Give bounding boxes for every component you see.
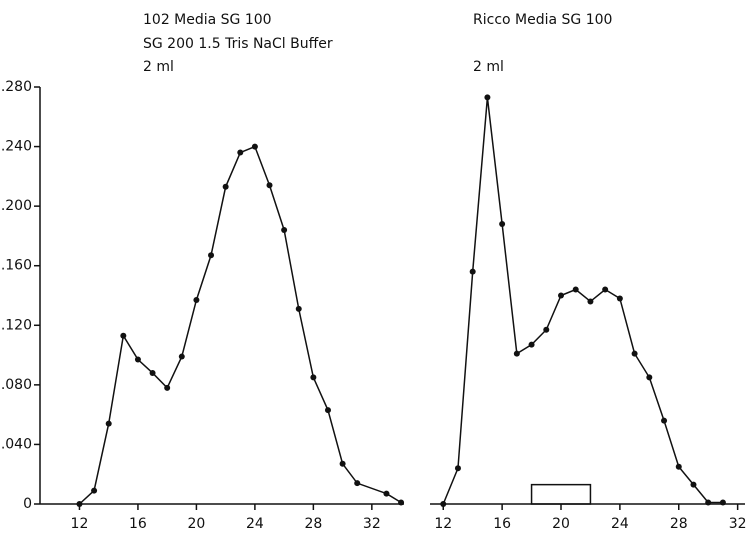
data-point	[631, 350, 638, 357]
data-point	[76, 501, 83, 507]
data-point	[616, 295, 623, 302]
y-tick-label: .040	[1, 436, 32, 452]
x-tick-label: 16	[129, 516, 147, 532]
data-point	[178, 353, 185, 360]
chart-title: 102 Media SG 100	[143, 12, 272, 28]
data-point	[454, 465, 461, 472]
data-point	[587, 298, 594, 305]
data-line	[442, 97, 723, 505]
data-point	[339, 460, 346, 467]
data-point	[690, 481, 697, 488]
y-tick-label: .080	[1, 377, 32, 393]
data-point	[675, 463, 682, 470]
data-point	[120, 332, 127, 339]
x-tick-label: 16	[493, 516, 511, 532]
data-point	[398, 499, 405, 506]
data-point	[164, 384, 171, 391]
data-point	[324, 407, 331, 414]
data-point	[208, 252, 215, 259]
y-tick-label: .160	[1, 258, 32, 274]
data-point	[266, 182, 273, 189]
data-point	[134, 356, 141, 363]
data-point	[281, 226, 288, 233]
data-point	[469, 268, 476, 275]
data-point	[543, 326, 550, 333]
x-tick-label: 24	[611, 516, 629, 532]
x-tick-label: 12	[434, 516, 452, 532]
data-point	[528, 341, 535, 348]
data-point	[91, 487, 98, 494]
data-point	[295, 305, 302, 312]
y-tick-label: .240	[1, 139, 32, 155]
chart-title: Ricco Media SG 100	[473, 12, 612, 28]
x-tick-label: 20	[552, 516, 570, 532]
y-tick-label: 0	[23, 496, 32, 512]
data-point	[383, 490, 390, 497]
y-tick-label: .120	[1, 317, 32, 333]
x-tick-label: 12	[71, 516, 89, 532]
y-tick-label: .200	[1, 198, 32, 214]
data-point	[237, 149, 244, 156]
data-line	[78, 145, 402, 505]
x-tick-label: 32	[363, 516, 381, 532]
x-tick-label: 28	[670, 516, 688, 532]
data-point	[222, 183, 229, 190]
data-point	[440, 501, 447, 507]
data-point	[251, 143, 258, 150]
data-point	[484, 94, 491, 101]
x-tick-label: 32	[729, 516, 747, 532]
data-point	[661, 417, 668, 424]
chart-title: 2 ml	[143, 59, 174, 75]
data-point	[513, 350, 520, 357]
data-point	[354, 480, 361, 487]
x-tick-label: 28	[304, 516, 322, 532]
data-point	[499, 221, 506, 228]
y-tick-label: .280	[1, 79, 32, 95]
data-point	[602, 286, 609, 293]
data-point	[149, 369, 156, 376]
data-point	[646, 374, 653, 381]
data-point	[310, 374, 317, 381]
data-point	[719, 499, 726, 506]
pooled-range	[530, 483, 592, 505]
data-point	[193, 296, 200, 303]
chart-title: SG 200 1.5 Tris NaCl Buffer	[143, 36, 333, 52]
data-point	[558, 292, 565, 299]
x-tick-label: 24	[246, 516, 264, 532]
data-point	[572, 286, 579, 293]
data-point	[105, 420, 112, 427]
x-tick-label: 20	[188, 516, 206, 532]
data-point	[705, 499, 712, 506]
chart-title: 2 ml	[473, 59, 504, 75]
